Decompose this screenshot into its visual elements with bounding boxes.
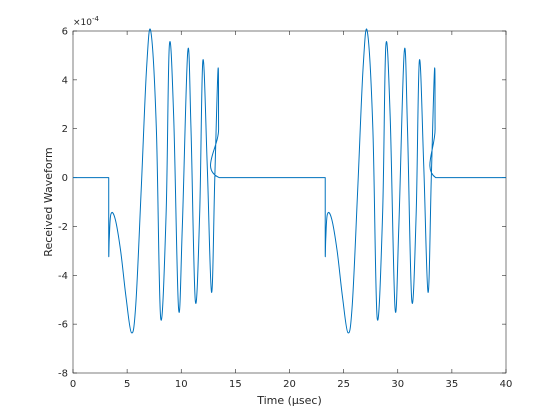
x-tick-label: 20 (283, 379, 296, 390)
series-line-layer (73, 28, 506, 334)
x-axis-ticks: 0 5 10 15 20 25 30 35 40 (70, 31, 513, 390)
y-tick-label: 0 (62, 173, 68, 184)
x-tick-label: 40 (500, 379, 513, 390)
y-tick-label: 4 (62, 75, 68, 86)
y-tick-label: -4 (58, 271, 68, 282)
x-tick-label: 0 (70, 379, 76, 390)
y-tick-label: 6 (62, 27, 68, 38)
plot-area (72, 30, 507, 374)
y-tick-label: -6 (58, 320, 68, 331)
y-axis-ticks: -8 -6 -4 -2 0 2 4 6 (58, 27, 506, 380)
waveform-series-line (73, 28, 506, 334)
x-tick-label: 15 (229, 379, 242, 390)
y-tick-label: -2 (58, 222, 68, 233)
x-tick-label: 30 (391, 379, 404, 390)
y-exponent-base: ×10 (73, 18, 92, 28)
x-tick-label: 35 (446, 379, 459, 390)
y-axis-label: Received Waveform (42, 147, 55, 256)
y-tick-label: -8 (58, 369, 68, 380)
y-tick-label: 2 (62, 124, 68, 135)
y-exponent-label: ×10-4 (73, 15, 100, 28)
x-tick-label: 10 (175, 379, 188, 390)
x-tick-label: 5 (124, 379, 130, 390)
x-tick-label: 25 (337, 379, 350, 390)
x-axis-label: Time (μsec) (256, 394, 322, 407)
y-exponent-power: -4 (92, 15, 100, 23)
